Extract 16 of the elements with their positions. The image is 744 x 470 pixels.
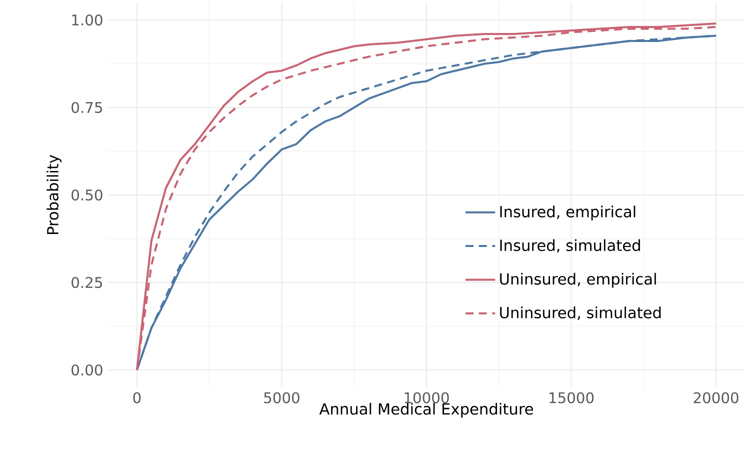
y-tick-label: 1.00 (72, 14, 102, 26)
y-tick-label: 0.75 (72, 102, 102, 114)
x-tick-label: 15000 (550, 392, 594, 404)
y-tick-label: 0.50 (72, 189, 102, 201)
y-tick-label: 0.25 (72, 276, 102, 288)
y-tick-label: 0.00 (72, 364, 102, 376)
legend-label: Uninsured, empirical (500, 272, 656, 288)
legend-label: Insured, empirical (500, 206, 636, 220)
y-axis-title: Probability (46, 154, 62, 234)
x-tick-label: 20000 (694, 392, 738, 404)
x-axis-title: Annual Medical Expenditure (319, 402, 534, 418)
x-tick-label: 5000 (264, 392, 300, 404)
legend-label: Uninsured, simulated (500, 306, 661, 320)
x-tick-label: 0 (133, 392, 141, 404)
x-tick-label: 10000 (404, 392, 449, 404)
legend-label: Insured, simulated (500, 239, 640, 253)
